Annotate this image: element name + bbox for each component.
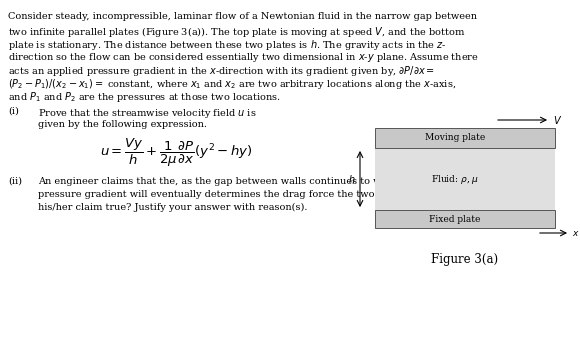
- Text: $(P_2 - P_1)/(x_2 - x_1) = $ constant, where $x_1$ and $x_2$ are two arbitrary l: $(P_2 - P_1)/(x_2 - x_1) = $ constant, w…: [8, 77, 456, 91]
- Text: direction so the flow can be considered essentially two dimensional in $x$-$y$ p: direction so the flow can be considered …: [8, 51, 479, 64]
- Text: two infinite parallel plates (Figure 3(a)). The top plate is moving at speed $V$: two infinite parallel plates (Figure 3(a…: [8, 25, 465, 39]
- Bar: [375, 148, 555, 210]
- Bar: [375, 128, 555, 148]
- Text: $y$: $y$: [539, 130, 546, 141]
- Text: his/her claim true? Justify your answer with reason(s).: his/her claim true? Justify your answer …: [38, 203, 307, 212]
- Text: Fixed plate: Fixed plate: [429, 215, 481, 223]
- Text: Fluid: $\rho$, $\mu$: Fluid: $\rho$, $\mu$: [431, 172, 479, 186]
- Bar: [375, 210, 555, 228]
- Text: $h$: $h$: [349, 173, 356, 185]
- Text: and $P_1$ and $P_2$ are the pressures at those two locations.: and $P_1$ and $P_2$ are the pressures at…: [8, 90, 281, 104]
- Text: Consider steady, incompressible, laminar flow of a Newtonian fluid in the narrow: Consider steady, incompressible, laminar…: [8, 12, 477, 21]
- Text: (ii): (ii): [8, 177, 22, 186]
- Text: $V$: $V$: [553, 114, 562, 126]
- Text: pressure gradient will eventually determines the drag force the two walls experi: pressure gradient will eventually determ…: [38, 190, 476, 199]
- Text: Prove that the streamwise velocity field $u$ is: Prove that the streamwise velocity field…: [38, 107, 256, 120]
- Text: $x$: $x$: [572, 228, 579, 238]
- Text: plate is stationary. The distance between these two plates is $h$. The gravity a: plate is stationary. The distance betwee…: [8, 38, 447, 52]
- Text: An engineer claims that the, as the gap between walls continues to widen, the ap: An engineer claims that the, as the gap …: [38, 177, 465, 186]
- Text: acts an applied pressure gradient in the $x$-direction with its gradient given b: acts an applied pressure gradient in the…: [8, 64, 435, 78]
- Text: $u = \dfrac{Vy}{h} + \dfrac{1}{2\mu}\dfrac{\partial P}{\partial x}(y^2 - hy)$: $u = \dfrac{Vy}{h} + \dfrac{1}{2\mu}\dfr…: [100, 137, 253, 169]
- Text: (i): (i): [8, 107, 19, 116]
- Text: given by the following expression.: given by the following expression.: [38, 120, 207, 129]
- Text: Figure 3(a): Figure 3(a): [432, 253, 499, 266]
- Text: Moving plate: Moving plate: [425, 134, 485, 143]
